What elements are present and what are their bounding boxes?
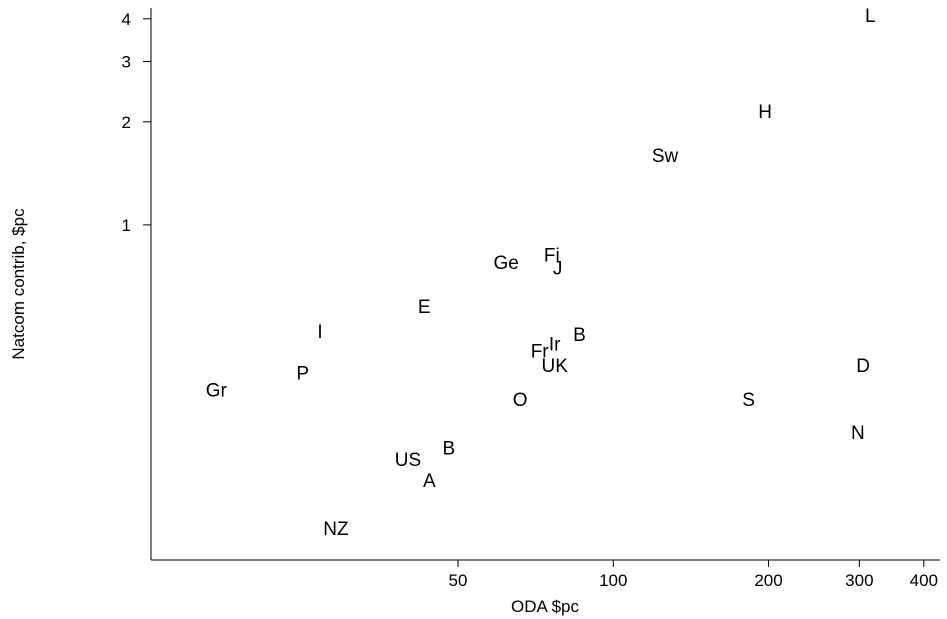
data-point-label: NZ	[323, 519, 349, 540]
x-axis-title: ODA $pc	[511, 597, 580, 616]
data-point-label: UK	[542, 356, 569, 377]
y-tick-label: 3	[122, 53, 131, 72]
x-axis-ticks: 50 100 200 300 400	[449, 560, 938, 590]
data-point-label: D	[856, 356, 870, 377]
data-point-label: US	[395, 450, 421, 471]
data-point-label: Fi	[544, 245, 560, 266]
y-tick-label: 1	[122, 216, 131, 235]
data-point-label: A	[423, 471, 436, 492]
data-point-label: E	[418, 297, 431, 318]
data-point-label: O	[513, 390, 528, 411]
data-point-label: Ir	[549, 335, 561, 356]
y-tick-label: 4	[122, 10, 131, 29]
data-point-label: Fr	[531, 341, 550, 362]
y-tick-label: 2	[122, 113, 131, 132]
x-tick-label: 100	[599, 571, 627, 590]
data-point-label: Ge	[493, 253, 518, 274]
data-point-label: N	[851, 423, 865, 444]
data-point-label: S	[742, 390, 755, 411]
y-axis-title: Natcom contrib, $pc	[9, 208, 28, 360]
x-tick-label: 50	[449, 571, 468, 590]
data-point-label: H	[758, 102, 772, 123]
x-tick-label: 400	[910, 571, 938, 590]
data-point-label: J	[553, 259, 563, 280]
x-tick-label: 200	[754, 571, 782, 590]
data-point-label: Sw	[652, 146, 679, 167]
y-axis-ticks: 1 2 3 4	[122, 10, 151, 235]
data-point-label: Gr	[206, 381, 228, 402]
x-tick-label: 300	[845, 571, 873, 590]
data-point-label: I	[317, 322, 322, 343]
data-point-label: P	[296, 364, 309, 385]
data-point-label: B	[573, 325, 586, 346]
data-point-label: L	[865, 6, 876, 27]
data-point-label: B	[442, 438, 455, 459]
